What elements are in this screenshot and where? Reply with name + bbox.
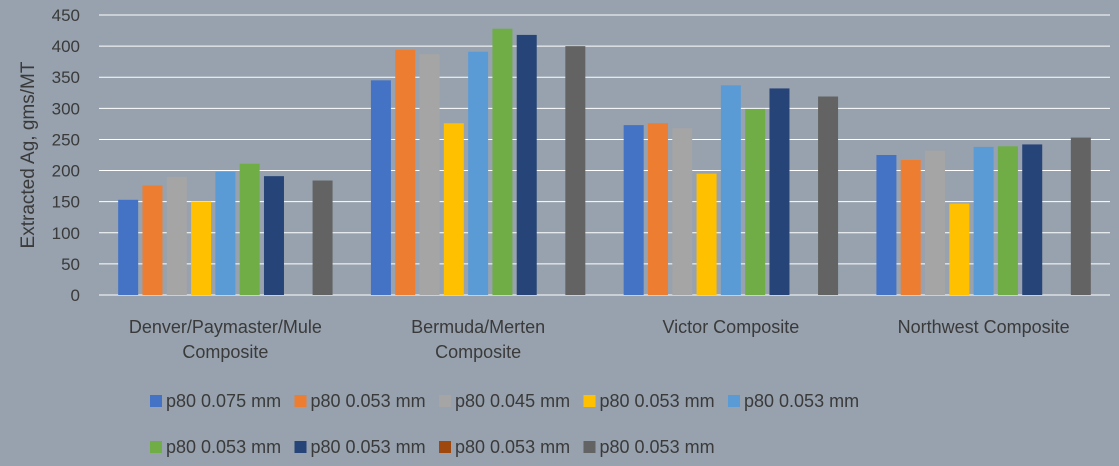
y-tick-label: 400 [52,37,80,56]
legend-label: p80 0.053 mm [744,391,859,411]
x-tick-label: Victor Composite [663,317,800,337]
bar [949,203,970,295]
x-tick-label: Denver/Paymaster/Mule Composite [129,317,322,362]
legend-label: p80 0.053 mm [600,437,715,457]
legend-item: p80 0.053 mm [294,391,426,411]
legend-swatch [294,395,307,407]
bar [370,80,391,295]
legend-swatch [150,441,162,453]
legend-item: p80 0.053 mm [150,437,281,457]
bar [1070,137,1091,295]
bar [239,163,260,295]
legend-item: p80 0.045 mm [439,391,570,411]
legend-item: p80 0.053 mm [583,437,715,457]
bar [492,28,513,295]
legend-swatch [439,395,451,407]
bar [925,150,946,295]
legend-label: p80 0.075 mm [166,391,281,411]
x-tick-label: Bermuda/Merten Composite [411,317,545,362]
bar [118,199,139,295]
y-tick-labels: 0 50 100 150 200 250 300 350 400 450 [52,6,80,305]
legend-item: p80 0.053 mm [294,437,426,457]
bar [191,201,212,295]
bar [565,46,586,295]
bar [263,176,284,295]
bar [876,155,897,295]
bars [118,28,1091,296]
legend-swatch [583,441,596,453]
y-tick-label: 0 [71,286,80,305]
bar [516,34,537,296]
bar [973,146,994,295]
bar [623,125,644,295]
bar [647,123,668,296]
legend-item: p80 0.053 mm [439,437,570,457]
y-tick-label: 50 [61,255,80,274]
x-tick-label: Northwest Composite [898,317,1070,337]
y-axis-title: Extracted Ag, gms/MT [18,61,39,248]
legend-label: p80 0.053 mm [311,437,426,457]
legend: p80 0.075 mm p80 0.053 mm p80 0.045 mm p80 … [150,391,859,457]
y-tick-label: 300 [52,99,80,118]
legend-label: p80 0.045 mm [455,391,570,411]
bar [745,108,766,295]
bar [312,180,333,295]
legend-label: p80 0.053 mm [166,437,281,457]
bar [395,49,416,295]
legend-label: p80 0.053 mm [455,437,570,457]
y-tick-label: 450 [52,6,80,25]
y-tick-label: 350 [52,68,80,87]
legend-label: p80 0.053 mm [600,391,715,411]
y-tick-label: 100 [52,224,80,243]
bar [818,96,839,295]
legend-item: p80 0.053 mm [728,391,859,411]
bar [900,159,921,295]
x-tick-labels: Denver/Paymaster/Mule Composite Bermuda/Me… [129,317,1070,362]
bar [166,176,187,295]
y-tick-label: 150 [52,193,80,212]
y-tick-label: 250 [52,130,80,149]
bar [997,146,1018,295]
bar [769,88,790,295]
bar [672,128,693,295]
legend-swatch [294,441,307,453]
y-tick-label: 200 [52,162,80,181]
bar [142,185,163,295]
bar [1022,144,1043,295]
bar [720,85,741,295]
legend-swatch [439,441,451,453]
legend-swatch [150,395,162,407]
legend-label: p80 0.053 mm [311,391,426,411]
legend-item: p80 0.053 mm [583,391,715,411]
bar [468,51,489,295]
legend-swatch [583,395,596,407]
bar [419,54,440,296]
bar [215,171,236,295]
bar [696,173,717,295]
bar [443,123,464,296]
legend-item: p80 0.075 mm [150,391,281,411]
legend-swatch [728,395,740,407]
